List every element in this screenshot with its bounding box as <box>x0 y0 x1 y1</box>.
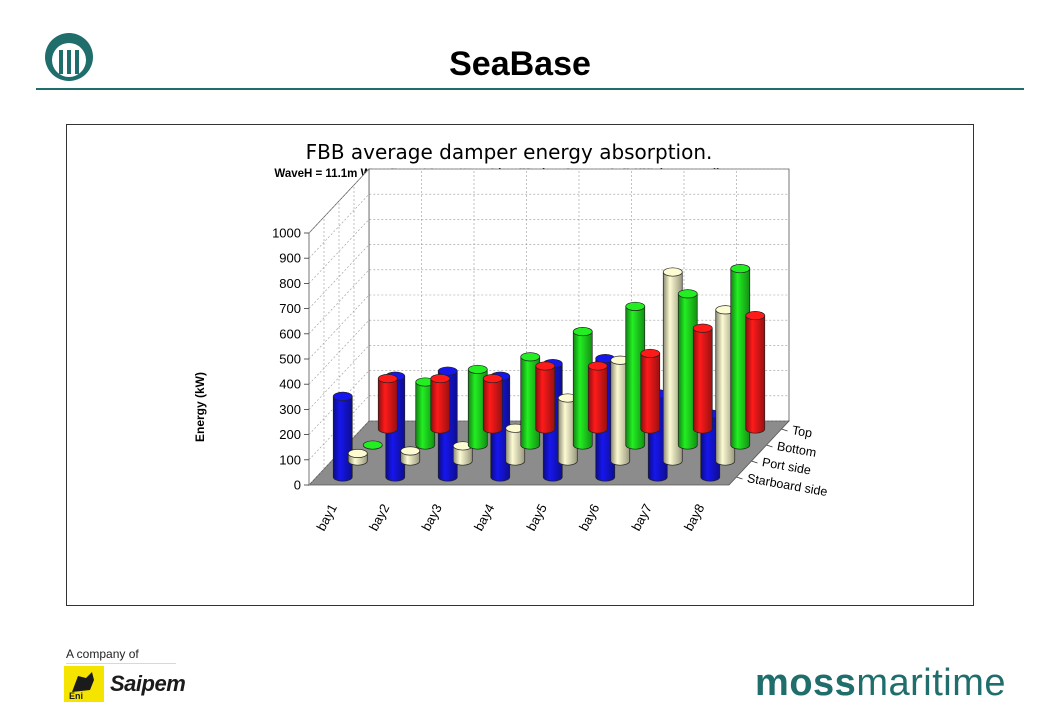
x-tick-label: bay3 <box>418 501 444 533</box>
saipem-logo: Saipem <box>110 671 186 696</box>
y-axis-label: Energy (kW) <box>193 372 207 442</box>
gridline <box>308 219 789 284</box>
bar-bay2-bottom <box>415 377 436 450</box>
gridline <box>308 319 789 385</box>
energy-chart: FBB average damper energy absorption. Wa… <box>193 140 829 533</box>
gridline <box>308 193 789 259</box>
bar-bay8-top <box>745 311 766 434</box>
bar-bay3-top <box>482 374 503 434</box>
depth-tick <box>751 460 758 464</box>
x-tick-label: bay7 <box>628 501 654 533</box>
x-tick-label: bay1 <box>313 501 339 533</box>
gridline <box>308 168 789 234</box>
y-tick-label: 400 <box>279 377 301 392</box>
bar-bay7-port-side <box>662 267 683 466</box>
bar-bay1-starboard-side <box>332 391 353 482</box>
brand-bold: moss <box>755 662 857 704</box>
bar-bay1-bottom <box>362 440 383 450</box>
series-label: Starboard side <box>746 471 829 499</box>
moss-maritime-logo: mossmaritime <box>755 660 1006 706</box>
bar-bay4-top <box>535 361 556 434</box>
bar-bay6-bottom <box>625 301 646 450</box>
y-tick-label: 600 <box>279 326 301 341</box>
gridline <box>308 269 789 335</box>
x-tick-label: bay2 <box>366 501 392 533</box>
y-tick-label: 100 <box>279 452 301 467</box>
depth-tick <box>736 476 743 480</box>
x-tick-label: bay6 <box>576 501 602 533</box>
bar-bay1-port-side <box>347 448 368 466</box>
plot-area: 0 100 200 300 400 500 600 700 800 900 1000 bay1 bay2… <box>272 167 829 533</box>
slide-title: SeaBase <box>449 45 591 83</box>
company-of-label: A company of <box>66 647 139 661</box>
title-divider <box>36 88 1024 90</box>
bar-bay2-port-side <box>400 446 421 466</box>
x-tick-label: bay8 <box>681 501 707 533</box>
company-logo-icon <box>45 33 93 81</box>
bar-bay8-bottom <box>730 264 751 450</box>
gridline <box>308 345 789 410</box>
bar-bay8-port-side <box>715 305 736 466</box>
bar-bay6-port-side <box>610 355 631 466</box>
bar-bay1-top <box>377 374 398 434</box>
y-tick-label: 800 <box>279 276 301 291</box>
gridline <box>308 395 789 461</box>
series-label: Bottom <box>776 439 817 460</box>
y-tick-label: 200 <box>279 427 301 442</box>
series-label: Top <box>791 423 813 440</box>
y-tick-label: 900 <box>279 251 301 266</box>
bar-bay5-bottom <box>572 327 593 450</box>
gridline <box>308 420 789 486</box>
eni-logo-icon: Eni <box>64 666 104 702</box>
gridline <box>308 370 789 435</box>
eni-text: Eni <box>69 691 83 701</box>
y-tick-label: 700 <box>279 301 301 316</box>
bar-bay3-port-side <box>452 441 473 466</box>
bar-bay2-top <box>430 374 451 434</box>
brand-light: maritime <box>856 662 1006 704</box>
gridline <box>308 244 789 309</box>
bar-bay3-bottom <box>467 364 488 450</box>
bar-bay6-top <box>640 348 661 434</box>
depth-tick <box>766 444 773 448</box>
y-tick-label: 500 <box>279 352 301 367</box>
chart-title: FBB average damper energy absorption. <box>306 140 713 164</box>
company-divider <box>66 663 176 664</box>
gridline <box>308 294 789 360</box>
bar-bay5-port-side <box>557 393 578 466</box>
depth-tick <box>781 428 788 432</box>
y-tick-label: 0 <box>294 478 301 493</box>
y-tick-label: 1000 <box>272 226 301 241</box>
bar-bay5-top <box>587 361 608 434</box>
x-tick-label: bay4 <box>471 501 497 533</box>
bar-bay4-bottom <box>520 352 541 450</box>
x-tick-label: bay5 <box>523 501 549 533</box>
y-tick-label: 300 <box>279 402 301 417</box>
bar-bay7-top <box>692 323 713 434</box>
bar-bay7-bottom <box>677 289 698 450</box>
chart-frame: FBB average damper energy absorption. Wa… <box>66 124 974 606</box>
